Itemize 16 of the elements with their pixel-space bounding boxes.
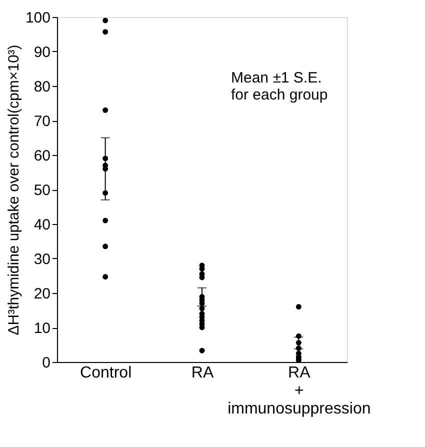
x-tick-label: Control: [80, 364, 132, 382]
y-tick-label: 60: [34, 148, 50, 164]
y-tick-label: 50: [34, 182, 50, 199]
y-tick-label: 80: [34, 78, 50, 96]
x-tick-label: RA: [191, 364, 214, 382]
y-tick-label: 40: [34, 216, 50, 234]
y-axis-title: ΔH³thymidine uptake over control(cpm×10³): [5, 44, 22, 336]
y-tick-label: 10: [34, 320, 50, 337]
x-tick-label: RA + immunosuppression: [228, 364, 371, 418]
y-tick-label: 0: [42, 354, 50, 372]
y-tick-label: 20: [34, 286, 50, 302]
annotation: Mean ±1 S.E. for each group: [231, 69, 328, 104]
y-tick-label: 90: [34, 44, 50, 61]
y-tick-label: 100: [25, 10, 50, 26]
y-tick-label: 30: [34, 251, 50, 268]
y-tick-label: 70: [34, 113, 50, 130]
